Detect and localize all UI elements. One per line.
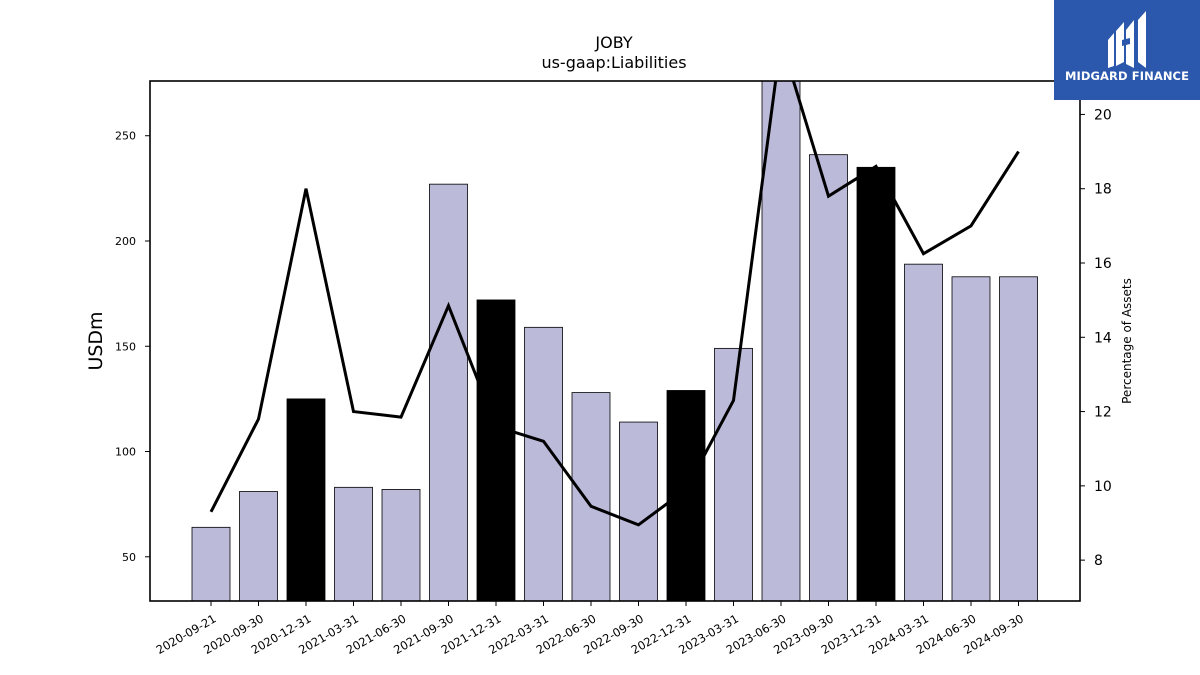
- bar-2022-06-30: [571, 392, 611, 601]
- y2-tick-label: 12: [1094, 405, 1112, 421]
- bar-2021-09-30: [429, 183, 468, 601]
- y2-tick-label: 14: [1094, 330, 1112, 346]
- y-tick-label: 100: [115, 446, 136, 459]
- bar-2023-12-31: [856, 166, 896, 601]
- chart-title: JOBY: [594, 33, 632, 52]
- y2-tick-label: 16: [1094, 256, 1112, 272]
- bar-2021-06-30: [381, 489, 421, 601]
- y-tick-label: 50: [122, 551, 136, 564]
- bar-2024-06-30: [951, 276, 991, 601]
- bar-2020-12-31: [286, 398, 326, 601]
- y2-tick-label: 18: [1094, 182, 1112, 198]
- y-tick-label: 200: [115, 235, 136, 248]
- y-tick-label: 250: [115, 130, 136, 143]
- brand-name: MIDGARD FINANCE: [1064, 69, 1190, 83]
- bar-2020-09-21: [191, 526, 231, 601]
- bar-2023-03-31: [714, 347, 753, 601]
- brand-logo: MIDGARD FINANCE: [1054, 0, 1200, 100]
- bar-2020-09-30: [239, 491, 278, 601]
- bar-2022-03-31: [524, 326, 563, 601]
- bar-2022-09-30: [619, 421, 658, 601]
- bar-2023-06-30: [761, 81, 801, 601]
- y-axis-label: USDm: [85, 311, 107, 370]
- line-series: [209, 81, 1020, 527]
- y2-axis-label: Percentage of Assets: [1120, 278, 1134, 404]
- bar-2023-09-30: [809, 154, 848, 601]
- bar-2024-03-31: [904, 263, 943, 601]
- y-tick-label: 150: [115, 340, 136, 353]
- y2-tick-label: 20: [1094, 107, 1112, 123]
- bar-2021-03-31: [334, 486, 373, 601]
- bar-2021-12-31: [476, 299, 516, 601]
- percentage-line: [209, 81, 1020, 527]
- bar-2022-12-31: [666, 390, 706, 601]
- y2-tick-label: 8: [1094, 553, 1103, 569]
- chart-subtitle: us-gaap:Liabilities: [541, 53, 686, 72]
- bar-series: [191, 81, 1038, 601]
- y2-tick-label: 10: [1094, 479, 1112, 495]
- bar-2024-09-30: [999, 276, 1038, 601]
- midgard-logo-icon: [1108, 11, 1146, 68]
- plot-frame: [149, 80, 1081, 602]
